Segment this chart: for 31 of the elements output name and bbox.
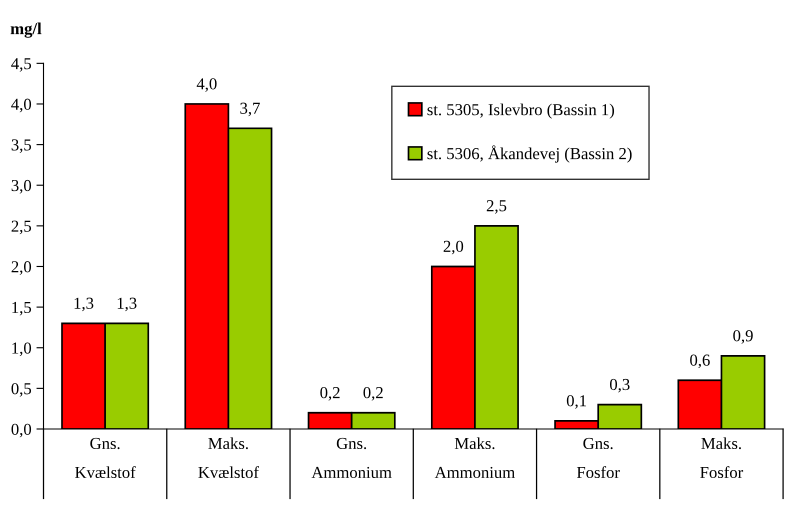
data-label: 1,3 — [74, 298, 94, 312]
data-label: 1,3 — [118, 298, 136, 312]
y-tick-label: 2,5 — [12, 220, 32, 234]
y-tick-label: 1,5 — [12, 302, 32, 316]
x-tick-label: Maks. Fosfor — [700, 437, 744, 478]
data-label: 0,9 — [733, 330, 753, 344]
data-label: 0,1 — [566, 395, 586, 409]
x-tick-label: Maks. Ammonium — [434, 437, 515, 478]
x-tick-label: Gns. Fosfor — [576, 438, 620, 478]
data-label: 3,7 — [240, 102, 260, 116]
y-tick-label: 0,5 — [12, 383, 32, 397]
y-tick-label: 3,0 — [12, 180, 32, 194]
data-label: 0,3 — [610, 378, 630, 393]
y-tick-label: 2,0 — [12, 261, 32, 275]
legend-label: st. 5306, Åkandevej (Bassin 2) — [428, 145, 632, 163]
data-label: 2,5 — [486, 200, 506, 214]
y-tick-label: 4,5 — [11, 58, 32, 72]
x-tick-label: Gns. Kvælstof — [75, 438, 136, 478]
data-label: 0,6 — [690, 354, 710, 368]
y-tick-label: 4,0 — [11, 98, 32, 112]
data-label: 2,0 — [444, 240, 464, 254]
data-label: 0,2 — [320, 387, 340, 401]
y-tick-label: 1,0 — [12, 342, 32, 356]
data-label: 0,2 — [363, 387, 383, 401]
y-tick-label: 3,5 — [12, 139, 32, 153]
legend-label: st. 5305, Islevbro (Bassin 1) — [428, 104, 614, 119]
y-axis-title: mg/l — [10, 22, 42, 38]
x-tick-label: Maks. Kvælstof — [198, 437, 259, 478]
x-tick-label: Gns. Ammonium — [312, 438, 392, 478]
data-label: 4,0 — [196, 78, 217, 92]
y-tick-label: 0,0 — [12, 424, 32, 438]
